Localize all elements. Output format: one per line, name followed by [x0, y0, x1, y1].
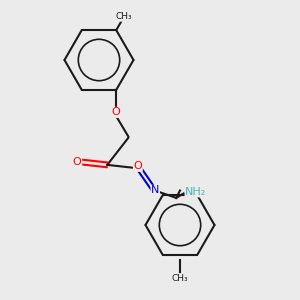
Text: O: O — [134, 161, 142, 171]
Text: CH₃: CH₃ — [116, 12, 132, 21]
Text: CH₃: CH₃ — [172, 274, 188, 283]
Text: O: O — [112, 107, 121, 117]
Text: N: N — [151, 185, 159, 195]
Text: NH₂: NH₂ — [185, 187, 206, 197]
Text: O: O — [73, 157, 82, 167]
